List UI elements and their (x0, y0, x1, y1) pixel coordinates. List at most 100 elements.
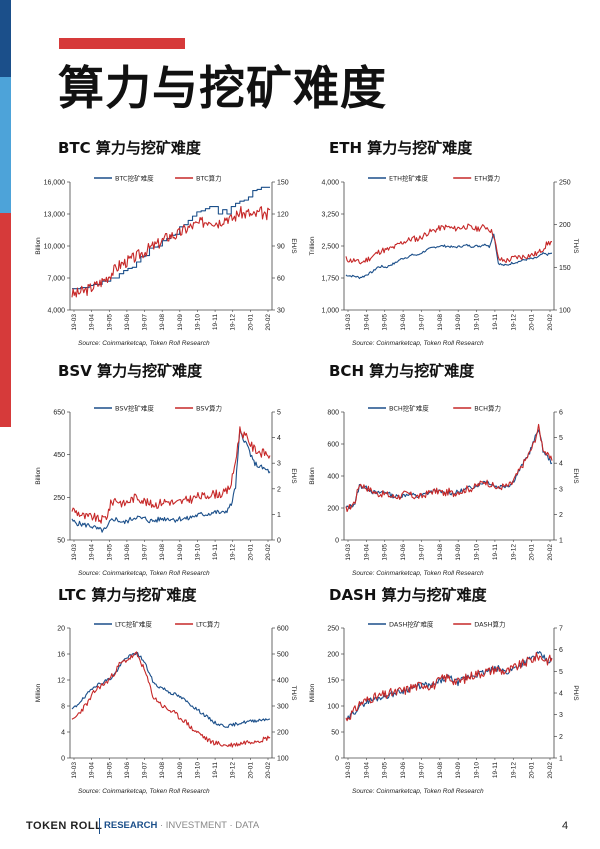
x-tick-label: 19-03 (345, 314, 352, 331)
series-line-hashrate (345, 423, 553, 513)
y-tick-label: 13,000 (44, 212, 66, 219)
legend-label: LTC算力 (196, 620, 220, 629)
y2-tick-label: 150 (559, 265, 571, 272)
x-tick-label: 20-02 (265, 762, 272, 779)
chart-source: Source: Coinmarketcap, Token Roll Resear… (352, 788, 484, 795)
x-tick-label: 19-03 (71, 314, 78, 331)
y2-tick-label: 0 (277, 538, 281, 545)
x-tick-label: 19-12 (510, 544, 517, 561)
y-tick-label: 0 (335, 756, 339, 763)
y-tick-label: 600 (327, 442, 339, 449)
chart-eth: 4,000 3,250 2,500 1,750 1,000 250 200 150 100 Tri… (309, 174, 579, 348)
y2-tick-label: 150 (277, 180, 289, 187)
x-tick-label: 19-10 (474, 544, 481, 561)
y2-tick-label: 120 (277, 212, 289, 219)
chart-source: Source: Coinmarketcap, Token Roll Resear… (78, 340, 210, 347)
y2-tick-label: 200 (559, 222, 571, 229)
chart-bch: 800 600 400 200 0 6 5 4 3 2 1 Billion EH/S 19-03 19-04… (309, 404, 579, 578)
x-tick-label: 19-10 (474, 762, 481, 779)
y-tick-label: 50 (57, 538, 65, 545)
footer-divider (99, 818, 100, 834)
x-tick-label: 19-04 (363, 762, 370, 779)
y-axis-title: Billion (309, 467, 316, 485)
y2-tick-label: 30 (277, 308, 285, 315)
y-axis-title: Million (35, 683, 42, 702)
y2-tick-label: 1 (277, 512, 281, 519)
y2-axis-title: EH/S (290, 468, 297, 484)
y2-tick-label: 2 (277, 486, 281, 493)
y-tick-label: 2,500 (321, 244, 339, 251)
x-tick-label: 19-12 (230, 544, 237, 561)
chart-bsv: 650 450 250 50 5 4 3 2 1 0 Billion EH/S 19-03 19-04 19… (35, 404, 297, 578)
x-tick-label: 19-06 (400, 762, 407, 779)
y2-tick-label: 1 (559, 538, 563, 545)
x-tick-label: 19-07 (142, 314, 149, 331)
y-tick-label: 0 (335, 538, 339, 545)
x-tick-label: 19-09 (177, 314, 184, 331)
y-tick-label: 4 (61, 730, 65, 737)
y2-tick-label: 2 (559, 512, 563, 519)
x-tick-label: 19-09 (455, 314, 462, 331)
x-tick-label: 19-12 (230, 314, 237, 331)
x-tick-label: 19-06 (400, 314, 407, 331)
y2-tick-label: 300 (277, 704, 289, 711)
y-tick-label: 4,000 (321, 180, 339, 187)
y-tick-label: 250 (327, 626, 339, 633)
x-tick-label: 19-09 (177, 544, 184, 561)
x-tick-label: 20-02 (547, 762, 554, 779)
chart-source: Source: Coinmarketcap, Token Roll Resear… (78, 788, 210, 795)
series-line-hashrate (345, 652, 553, 722)
y-tick-label: 100 (327, 704, 339, 711)
chart-title-bch: BCH 算力与挖矿难度 (329, 362, 475, 380)
series-line-hashrate (71, 651, 271, 748)
side-strip-red (0, 213, 11, 427)
x-tick-label: 19-05 (382, 544, 389, 561)
side-strip-light-blue (0, 77, 11, 213)
y-tick-label: 200 (327, 506, 339, 513)
page-footer: TOKEN ROLL RESEARCH · INVESTMENT · DATA … (0, 808, 600, 849)
series-line-hashrate (71, 205, 271, 298)
x-tick-label: 19-04 (363, 314, 370, 331)
x-tick-label: 19-07 (418, 762, 425, 779)
series-line-hashrate (71, 426, 271, 524)
y2-axis-title: EH/S (572, 468, 579, 484)
y2-axis-title: TH/S (290, 686, 297, 701)
chart-title-ltc: LTC 算力与挖矿难度 (58, 586, 197, 604)
legend-label: ETH挖矿难度 (389, 174, 428, 183)
y-tick-label: 1,000 (321, 308, 339, 315)
y2-tick-label: 3 (559, 486, 563, 493)
y2-tick-label: 5 (559, 669, 563, 676)
x-tick-label: 20-02 (265, 314, 272, 331)
footer-tagline: RESEARCH · INVESTMENT · DATA (104, 820, 259, 831)
y2-tick-label: 4 (559, 691, 563, 698)
x-tick-label: 19-05 (382, 314, 389, 331)
y-tick-label: 450 (53, 452, 65, 459)
y-tick-label: 50 (331, 730, 339, 737)
x-tick-label: 20-01 (247, 314, 254, 331)
chart-title-bsv: BSV 算力与挖矿难度 (58, 362, 203, 380)
x-tick-label: 19-09 (455, 762, 462, 779)
y-tick-label: 8 (61, 704, 65, 711)
x-tick-label: 20-02 (547, 314, 554, 331)
footer-tagline-research: RESEARCH (104, 820, 158, 831)
x-tick-label: 19-04 (89, 314, 96, 331)
y2-tick-label: 4 (559, 461, 563, 468)
y2-tick-label: 2 (559, 734, 563, 741)
series-line-hashrate (345, 223, 553, 265)
legend-label: BTC算力 (196, 174, 222, 183)
y2-tick-label: 5 (559, 435, 563, 442)
y2-axis-title: PH/S (572, 685, 579, 701)
series-line-difficulty (71, 651, 271, 729)
y-tick-label: 800 (327, 410, 339, 417)
x-tick-label: 19-12 (510, 762, 517, 779)
y-tick-label: 250 (53, 495, 65, 502)
legend-label: BSV挖矿难度 (115, 404, 154, 413)
legend-label: BSV算力 (196, 404, 222, 413)
x-tick-label: 19-04 (89, 544, 96, 561)
y2-tick-label: 6 (559, 647, 563, 654)
x-tick-label: 20-01 (529, 544, 536, 561)
y-tick-label: 1,750 (321, 276, 339, 283)
page-number: 4 (562, 820, 569, 832)
chart-source: Source: Coinmarketcap, Token Roll Resear… (352, 340, 484, 347)
x-tick-label: 20-02 (265, 544, 272, 561)
